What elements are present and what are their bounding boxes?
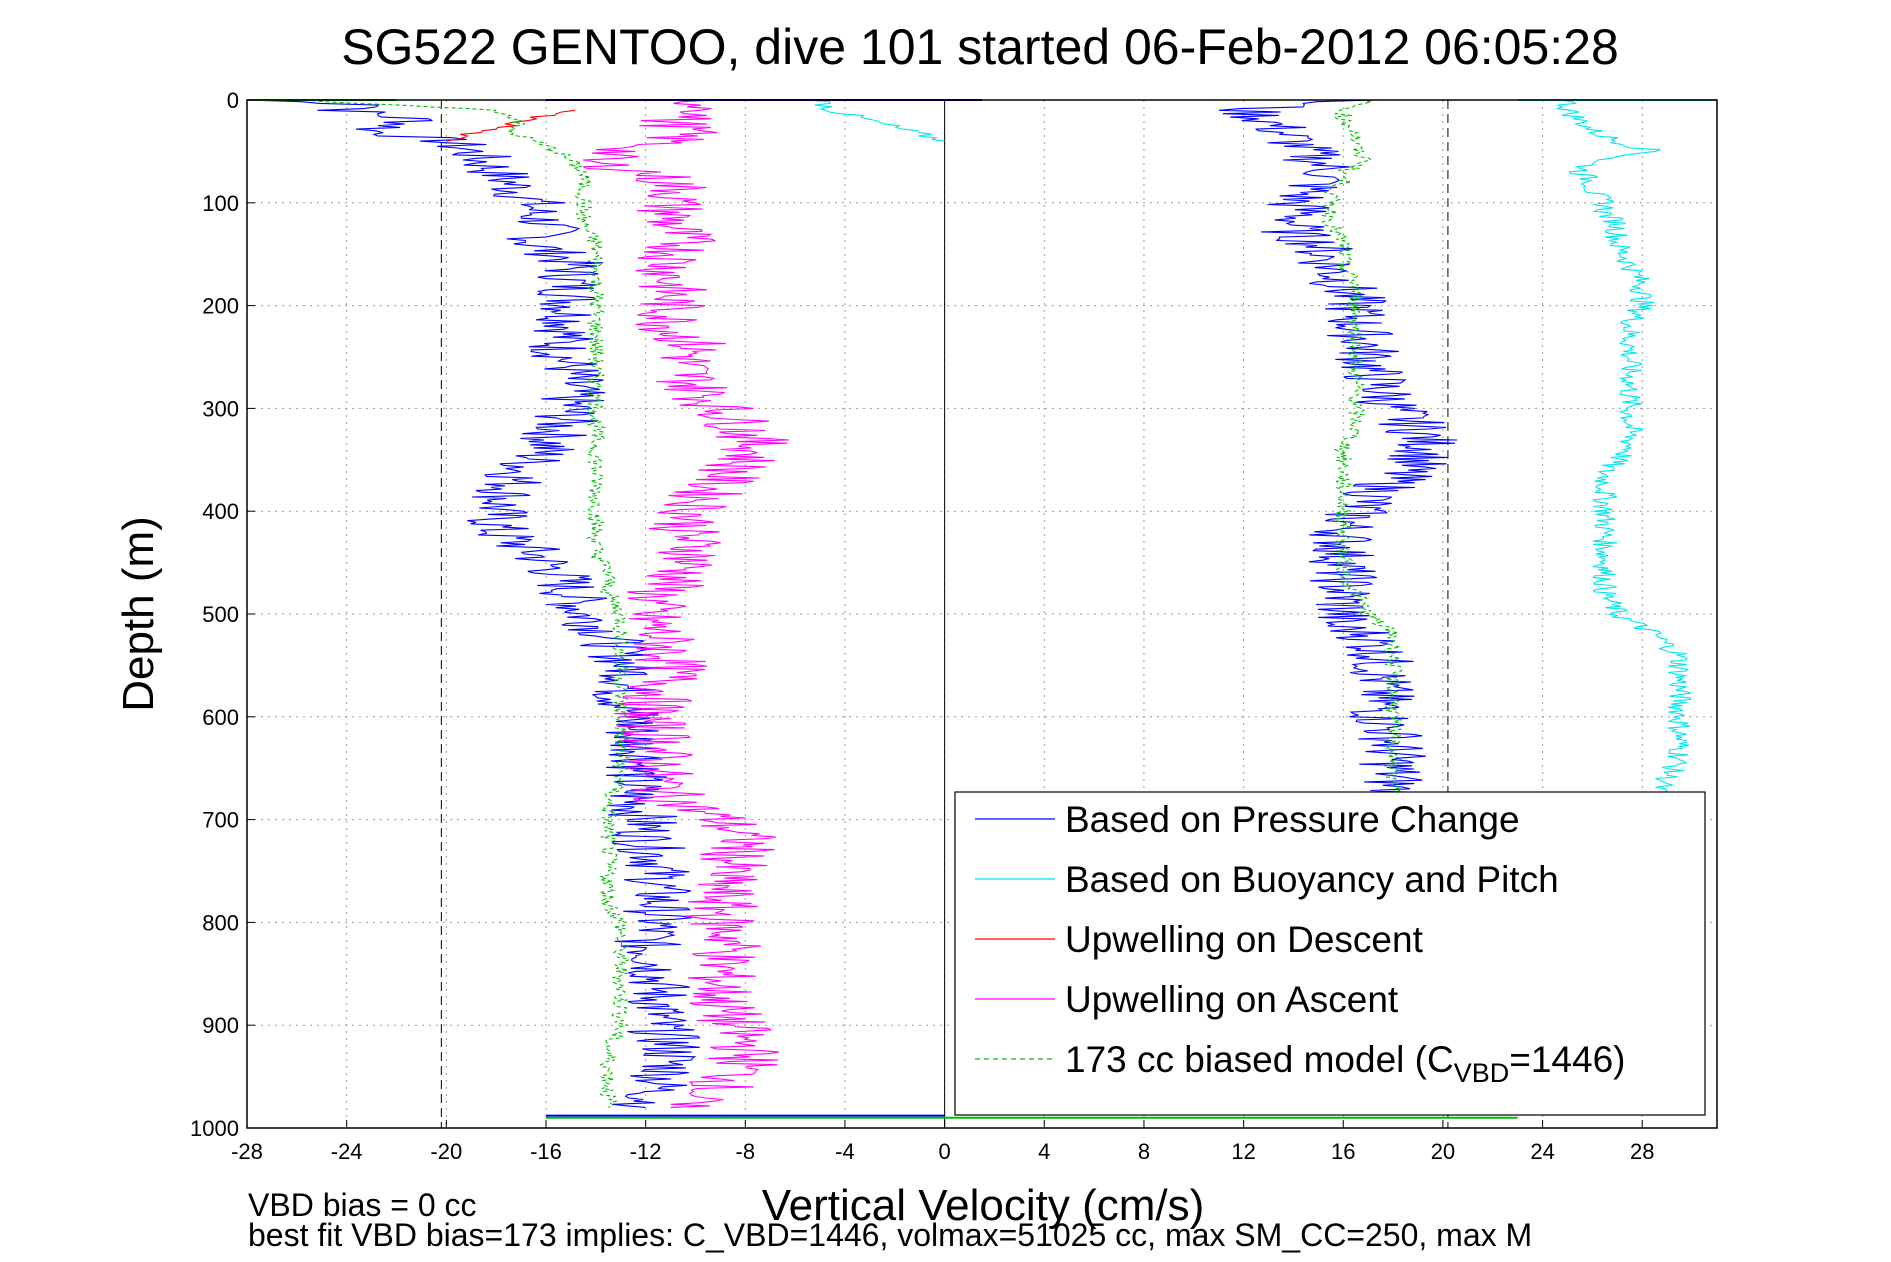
legend-label-model: 173 cc biased model (CVBD=1446) [1065,1039,1625,1088]
legend-model-prefix: 173 cc biased model (C [1065,1039,1454,1080]
series-line [446,109,576,142]
x-axis: -28 -24 -20 -16 -12 -8 -4 0 4 8 12 16 20 24 28 [231,1120,1654,1164]
series-line [1321,99,1403,795]
x-tick-label: -12 [630,1139,662,1164]
series-line [1218,99,1458,795]
x-tick-label: 28 [1630,1139,1654,1164]
y-axis-label: Depth (m) [114,516,163,712]
y-tick-label: 400 [202,499,239,524]
x-tick-label: 20 [1431,1139,1455,1164]
series-line [582,99,790,1108]
chart-title: SG522 GENTOO, dive 101 started 06-Feb-20… [341,19,1619,75]
legend-box [954,791,1706,1116]
y-tick-label: 0 [227,88,239,113]
legend-label: Based on Buoyancy and Pitch [1065,859,1559,900]
x-tick-label: -28 [231,1139,263,1164]
x-tick-label: 8 [1138,1139,1150,1164]
series-line [1556,99,1692,795]
x-tick-label: -20 [430,1139,462,1164]
y-tick-label: 600 [202,705,239,730]
series-line [246,99,701,1108]
x-tick-label: 12 [1231,1139,1255,1164]
x-tick-label: -4 [835,1139,855,1164]
x-tick-label: 16 [1331,1139,1355,1164]
x-tick-label: -16 [530,1139,562,1164]
series-line [807,99,945,142]
legend-label: Upwelling on Descent [1065,919,1424,960]
y-tick-label: 500 [202,602,239,627]
y-tick-label: 100 [202,191,239,216]
footer-bias-line: VBD bias = 0 cc [248,1187,477,1223]
x-axis-label: Vertical Velocity (cm/s) [762,1181,1205,1230]
x-tick-label: 4 [1038,1139,1050,1164]
y-tick-label: 900 [202,1013,239,1038]
x-tick-label: 0 [939,1139,951,1164]
legend-model-suffix: =1446) [1509,1039,1625,1080]
footer-fit-line: best fit VBD bias=173 implies: C_VBD=144… [248,1217,1532,1253]
chart-series [246,99,1717,1119]
y-tick-label: 800 [202,910,239,935]
y-tick-label: 200 [202,294,239,319]
x-tick-label: 24 [1530,1139,1554,1164]
legend-model-subscript: VBD [1454,1058,1510,1088]
x-tick-label: -8 [736,1139,756,1164]
legend-label: Upwelling on Ascent [1065,979,1399,1020]
legend-label: Based on Pressure Change [1065,799,1520,840]
legend: Based on Pressure Change Based on Buoyanc… [954,791,1706,1116]
legend-items: Based on Pressure Change Based on Buoyanc… [975,799,1559,1020]
x-tick-label: -24 [331,1139,363,1164]
series-line [304,99,632,1108]
y-tick-label: 1000 [190,1116,239,1141]
y-axis: 0 100 200 300 400 500 600 700 800 900 1000 [190,88,255,1141]
y-tick-label: 300 [202,396,239,421]
y-tick-label: 700 [202,808,239,833]
